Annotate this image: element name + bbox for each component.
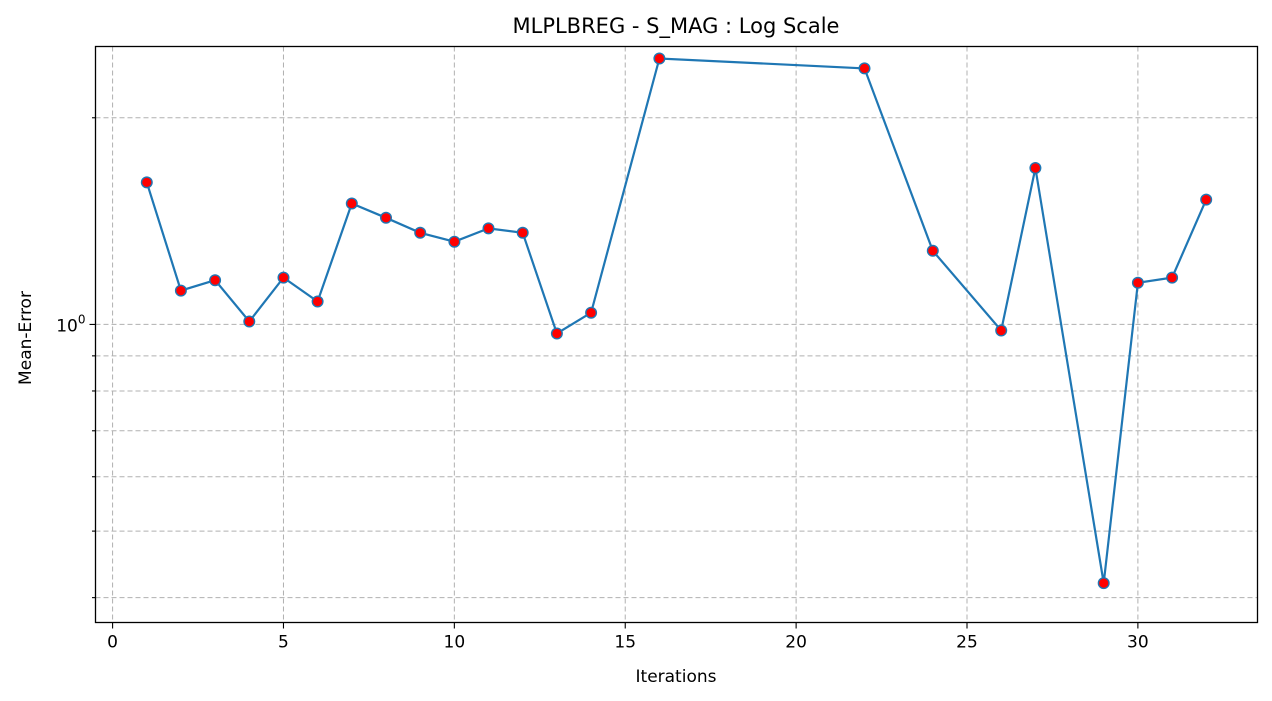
x-tick-label: 10	[444, 633, 466, 653]
data-point-marker	[653, 52, 666, 65]
data-point-marker	[995, 324, 1008, 337]
data-point-marker	[209, 274, 222, 287]
data-point-marker	[858, 62, 871, 75]
axis-ticks: 0 5 10 15 20 25 30 100	[56, 117, 1149, 653]
x-tick-label: 30	[1127, 633, 1149, 653]
data-point-marker	[448, 235, 461, 248]
data-point-marker	[482, 222, 495, 235]
data-point-marker	[926, 244, 939, 257]
y-axis-label: Mean-Error	[16, 291, 36, 385]
data-point-marker	[311, 295, 324, 308]
x-tick-label: 15	[614, 633, 636, 653]
x-tick-label: 20	[785, 633, 807, 653]
data-point-marker	[550, 327, 563, 340]
chart-title: MLPLBREG - S_MAG : Log Scale	[513, 14, 840, 39]
data-point-marker	[1200, 193, 1213, 206]
data-point-marker	[345, 197, 358, 210]
data-point-marker	[174, 284, 187, 297]
data-points	[140, 52, 1213, 590]
data-point-marker	[516, 226, 529, 239]
y-tick-label: 100	[56, 312, 85, 336]
data-point-marker	[1166, 271, 1179, 284]
x-tick-label: 0	[107, 633, 118, 653]
data-point-marker	[1097, 577, 1110, 590]
data-point-marker	[243, 315, 256, 328]
data-point-marker	[277, 271, 290, 284]
x-axis-label: Iterations	[636, 667, 717, 687]
series-line	[145, 57, 1208, 584]
data-point-marker	[1131, 276, 1144, 289]
x-tick-label: 5	[278, 633, 289, 653]
data-point-marker	[380, 211, 393, 224]
data-point-marker	[1029, 161, 1042, 174]
grid-lines	[95, 46, 1258, 623]
data-point-marker	[414, 226, 427, 239]
plot-frame	[94, 45, 1259, 624]
data-point-marker	[140, 176, 153, 189]
data-point-marker	[585, 306, 598, 319]
x-tick-label: 25	[956, 633, 978, 653]
